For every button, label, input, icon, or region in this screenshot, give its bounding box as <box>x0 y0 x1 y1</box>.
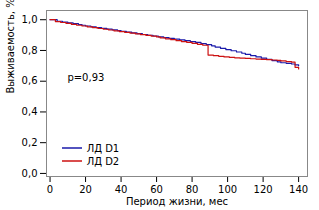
svg-text:60: 60 <box>150 184 163 195</box>
svg-text:0,4: 0,4 <box>22 106 38 117</box>
html-text:ЛД D1: ЛД D1 <box>86 142 120 154</box>
svg-text:20: 20 <box>79 184 92 195</box>
svg-text:80: 80 <box>186 184 199 195</box>
svg-text:0,6: 0,6 <box>22 75 38 86</box>
svg-text:Выживаемость, %: Выживаемость, % <box>5 0 16 94</box>
svg-text:0,0: 0,0 <box>22 168 38 179</box>
svg-text:40: 40 <box>115 184 128 195</box>
svg-text:1,0: 1,0 <box>22 14 38 25</box>
svg-text:120: 120 <box>254 184 273 195</box>
svg-text:0,8: 0,8 <box>22 45 38 56</box>
svg-text:Период жизни, мес: Период жизни, мес <box>126 196 228 207</box>
svg-text:0: 0 <box>47 184 53 195</box>
svg-text:p=0,93: p=0,93 <box>67 72 104 83</box>
html-text:ЛД D2: ЛД D2 <box>86 155 120 167</box>
svg-text:0,2: 0,2 <box>22 137 38 148</box>
svg-text:100: 100 <box>218 184 237 195</box>
svg-text:140: 140 <box>289 184 308 195</box>
